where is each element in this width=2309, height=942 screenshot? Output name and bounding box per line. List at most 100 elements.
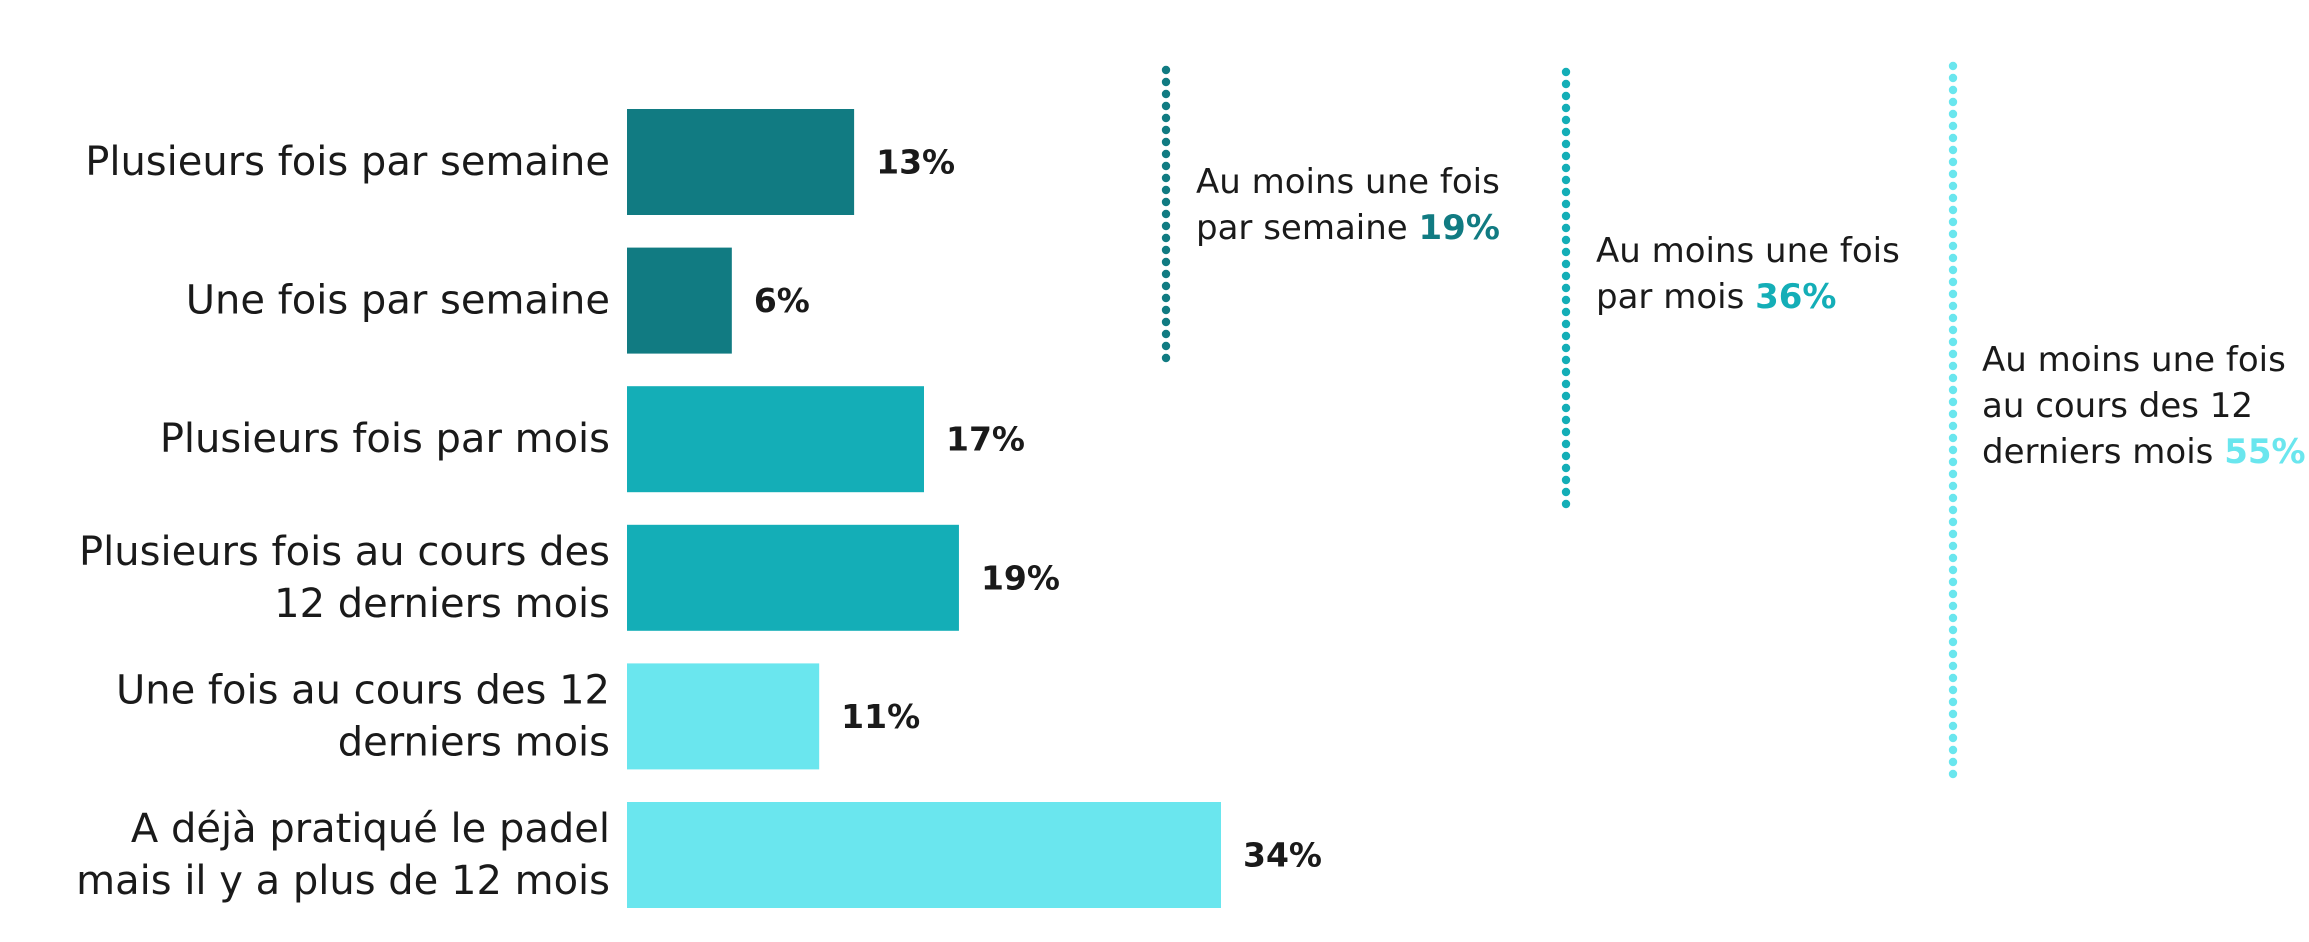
bracket-dot [1161,197,1171,207]
bracket-dot [1161,281,1171,291]
category-label-line: Plusieurs fois par mois [160,416,610,462]
bracket-dot [1948,709,1958,719]
bracket-dot [1948,589,1958,599]
bracket-dot [1161,245,1171,255]
bracket-dot [1948,109,1958,119]
bracket-dot [1561,463,1571,473]
bracket-dot [1948,649,1958,659]
bracket-dot [1948,217,1958,227]
group-annotation-line: Au moins une fois [1982,340,2286,380]
bracket-dot [1948,193,1958,203]
group-annotation-3: Au moins une fois au cours des 12 derniers… [1982,340,2306,472]
bracket-dot [1161,257,1171,267]
bracket-dot [1161,113,1171,123]
bracket-dot [1948,457,1958,467]
bracket-dot [1948,757,1958,767]
group-annotation-line: Au moins une fois [1196,162,1500,202]
group-annotation-line: derniers mois [1982,432,2224,472]
category-labels: Plusieurs fois par semaine Une fois par s… [76,139,610,904]
bracket-dot [1561,151,1571,161]
bracket-dot [1948,373,1958,383]
bracket-dot [1948,85,1958,95]
bracket-dot [1161,77,1171,87]
bracket-dot [1948,637,1958,647]
bracket-dot [1948,301,1958,311]
category-label-line: Une fois au cours des 12 [116,667,610,713]
bracket-dot [1561,499,1571,509]
bracket-dot [1948,469,1958,479]
bracket-dot [1948,313,1958,323]
bracket-dot [1561,175,1571,185]
bracket-dot [1948,289,1958,299]
bracket-dot [1948,673,1958,683]
bracket-dot [1161,317,1171,327]
bracket-dot [1161,173,1171,183]
bracket-dot [1948,541,1958,551]
category-label-line: Une fois par semaine [186,278,610,324]
value-label-4: 19% [981,558,1060,597]
bracket-dot [1561,235,1571,245]
bracket-dot [1948,421,1958,431]
value-label-1: 13% [876,143,955,182]
bracket-dot [1161,293,1171,303]
group-bracket-3: Au moins une fois au cours des 12 derniers… [1948,61,2306,779]
bracket-dot [1161,269,1171,279]
bracket-dot [1948,769,1958,779]
bracket-dot [1561,91,1571,101]
bracket-dot [1561,223,1571,233]
value-label-2: 6% [754,281,810,320]
bracket-dot [1561,115,1571,125]
group-total: 55% [2224,432,2305,472]
group-annotation-line: par semaine [1196,208,1419,248]
group-annotation-1: Au moins une fois par semaine 19% [1196,162,1500,248]
bar-4 [627,524,959,631]
bracket-dot [1161,125,1171,135]
bracket-dot [1948,385,1958,395]
group-total: 36% [1755,277,1836,317]
bracket-dot [1948,505,1958,515]
bar-1 [627,109,855,215]
bracket-dot [1561,247,1571,257]
bracket-dot [1948,241,1958,251]
bracket-dot [1561,211,1571,221]
bracket-dot [1561,439,1571,449]
bracket-dot [1561,475,1571,485]
bracket-dot [1948,481,1958,491]
bars-layer [627,109,1221,908]
bracket-dot [1948,493,1958,503]
bracket-dot [1561,451,1571,461]
bracket-dot [1561,187,1571,197]
group-annotation-line: Au moins une fois [1596,231,1900,271]
bracket-dot [1161,65,1171,75]
category-label-3: Plusieurs fois par mois [160,416,610,462]
bracket-dot [1948,433,1958,443]
bracket-dot [1561,391,1571,401]
bracket-dot [1948,361,1958,371]
bracket-dot [1948,61,1958,71]
bracket-dot [1948,265,1958,275]
bracket-dot [1161,329,1171,339]
bracket-dot [1948,229,1958,239]
value-label-3: 17% [946,420,1025,459]
bracket-dot [1561,283,1571,293]
category-label-line: Plusieurs fois au cours des [79,529,610,575]
group-annotation-line: au cours des 12 [1982,386,2253,426]
group-total: 19% [1419,208,1500,248]
bracket-dot [1948,553,1958,563]
bracket-dot [1561,355,1571,365]
bracket-dot [1161,221,1171,231]
bracket-dot [1561,199,1571,209]
bracket-dot [1948,733,1958,743]
category-label-line: A déjà pratiqué le padel [131,806,610,852]
bracket-dot [1161,341,1171,351]
bracket-dot [1561,307,1571,317]
bracket-dot [1161,353,1171,363]
bracket-dot [1161,137,1171,147]
bracket-dot [1948,133,1958,143]
bracket-dot [1161,185,1171,195]
bracket-dot [1561,403,1571,413]
bracket-dot [1948,601,1958,611]
bracket-dot [1948,613,1958,623]
bracket-dot [1948,517,1958,527]
